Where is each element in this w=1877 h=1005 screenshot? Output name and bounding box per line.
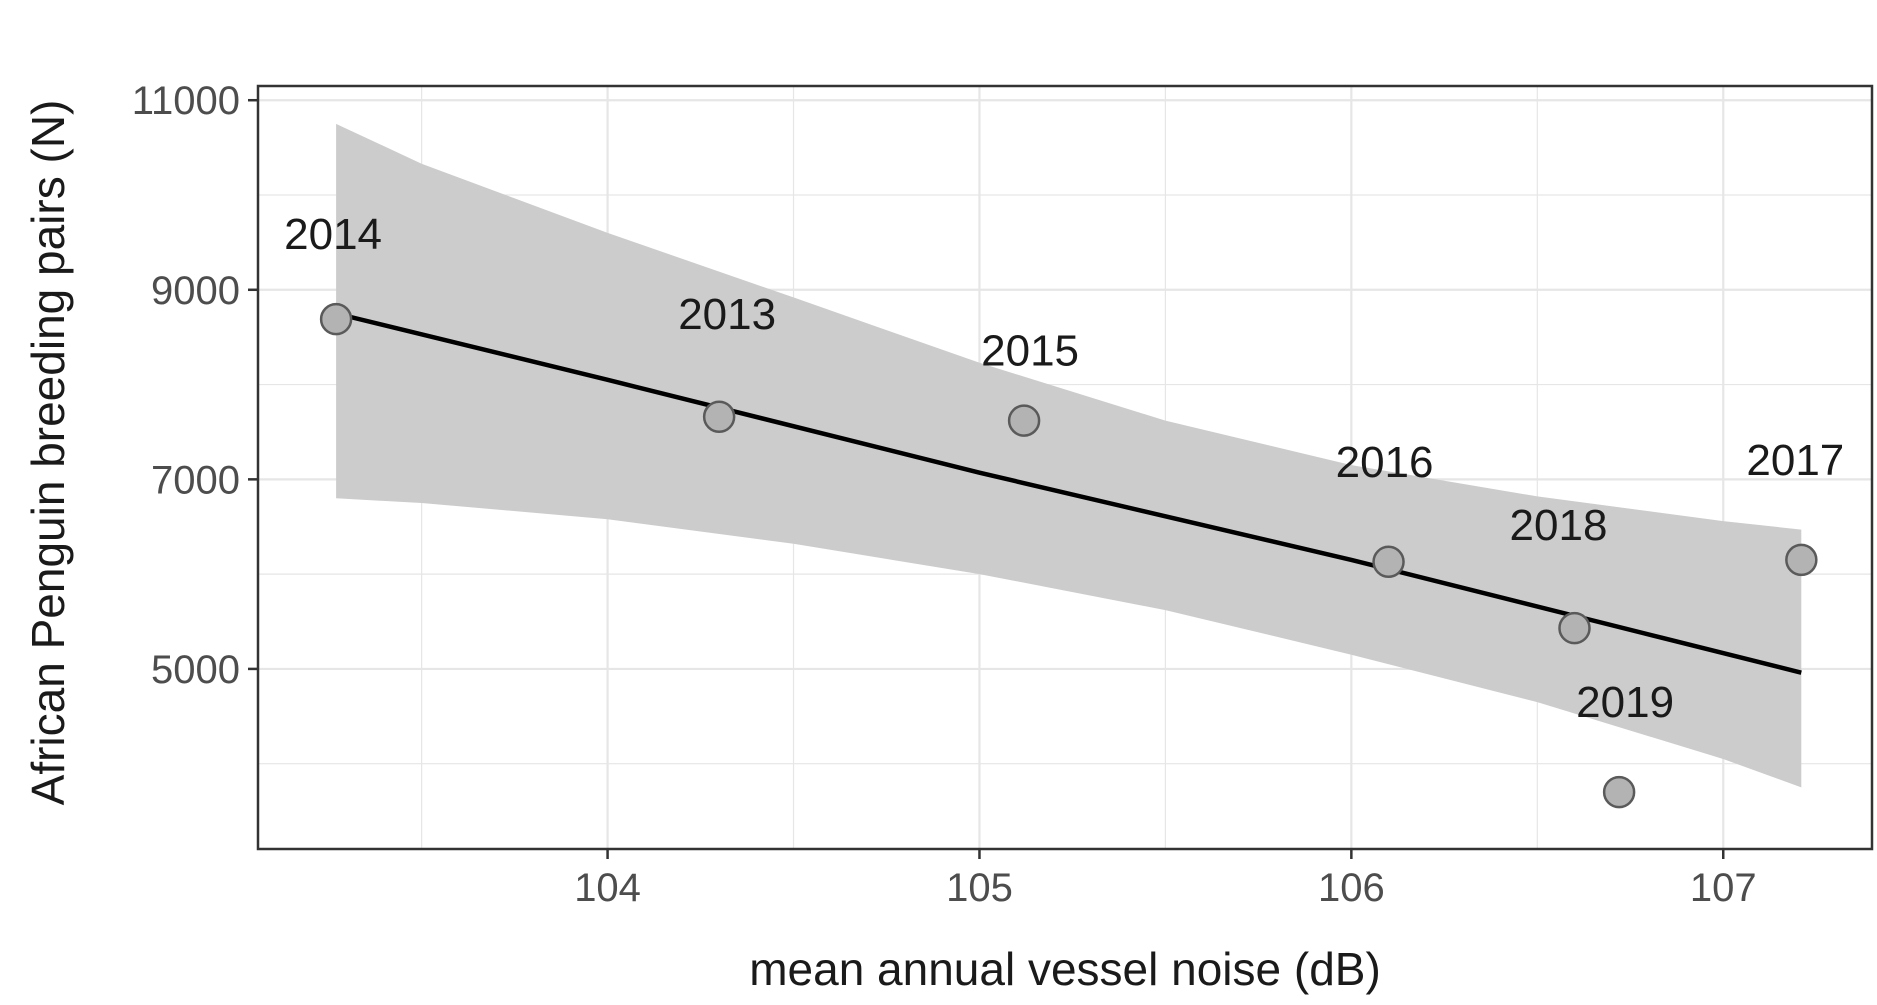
point-label: 2017 — [1746, 436, 1844, 485]
point-label: 2014 — [284, 210, 382, 259]
data-point — [702, 400, 736, 434]
data-point — [1785, 543, 1818, 577]
y-axis-title: African Penguin breeding pairs (N) — [22, 100, 74, 806]
data-point — [1372, 545, 1405, 579]
point-label: 2013 — [678, 290, 776, 339]
y-tick-label: 11000 — [132, 79, 240, 123]
panel-border — [256, 84, 1874, 851]
point-label: 2019 — [1576, 678, 1674, 727]
point-label: 2016 — [1336, 438, 1434, 487]
trend-line — [335, 311, 1802, 675]
x-tick-label: 105 — [946, 866, 1013, 910]
x-tick-label: 106 — [1318, 866, 1385, 910]
data-point — [1558, 611, 1591, 645]
confidence-band — [336, 123, 1802, 788]
axes: 104 105 106 107 5000 7000 9000 11000 — [132, 79, 1757, 910]
point-label: 2015 — [981, 327, 1079, 376]
x-tick-label: 104 — [574, 866, 641, 910]
x-tick-label: 107 — [1690, 866, 1757, 910]
point-label: 2018 — [1510, 501, 1608, 550]
data-points: 2014 2013 2015 2016 2018 2019 2017 — [284, 210, 1844, 809]
data-point — [1602, 775, 1636, 809]
y-tick-label: 5000 — [151, 648, 240, 692]
y-tick-label: 7000 — [151, 458, 240, 502]
y-tick-label: 9000 — [151, 269, 240, 313]
data-point — [319, 302, 353, 336]
data-point — [1007, 404, 1041, 437]
x-axis-title: mean annual vessel noise (dB) — [749, 943, 1381, 995]
